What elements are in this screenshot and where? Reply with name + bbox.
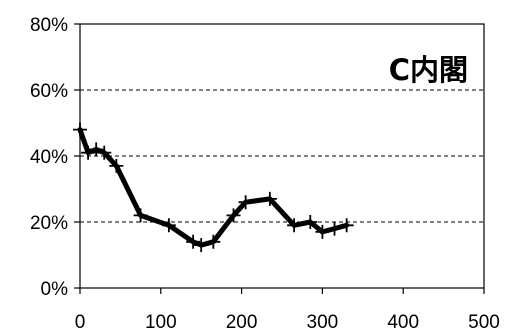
series-line <box>77 127 350 248</box>
grid-lines <box>80 89 484 223</box>
y-tick-label: 0% <box>41 279 69 300</box>
y-tick-label: 60% <box>30 81 68 102</box>
y-axis: 0% 20% 40% 60% 80% <box>30 15 80 300</box>
x-tick-label: 300 <box>307 312 339 333</box>
data-point <box>315 224 330 239</box>
y-tick-label: 40% <box>30 147 68 168</box>
data-point <box>238 195 253 210</box>
data-point <box>206 234 221 249</box>
data-point <box>262 191 277 206</box>
x-axis: 0 100 200 300 400 500 <box>75 288 500 333</box>
data-point <box>194 238 209 253</box>
series-markers <box>73 122 354 253</box>
y-tick-label: 80% <box>30 15 68 36</box>
data-point <box>81 145 96 160</box>
data-point <box>226 208 241 223</box>
y-tick-label: 20% <box>30 213 68 234</box>
data-point <box>339 218 354 233</box>
x-tick-label: 200 <box>226 312 258 333</box>
x-tick-label: 400 <box>387 312 419 333</box>
data-point <box>161 218 176 233</box>
x-tick-label: 500 <box>468 312 500 333</box>
chart-title: C内閣 <box>389 53 468 87</box>
data-point <box>133 208 148 223</box>
x-tick-label: 0 <box>75 312 86 333</box>
data-point <box>186 234 201 249</box>
data-point <box>97 145 112 160</box>
data-point <box>303 215 318 229</box>
data-point <box>327 221 342 236</box>
data-point <box>89 142 104 157</box>
x-tick-label: 100 <box>145 312 177 333</box>
data-point <box>73 122 87 137</box>
data-point <box>109 158 124 173</box>
data-point <box>287 218 302 233</box>
